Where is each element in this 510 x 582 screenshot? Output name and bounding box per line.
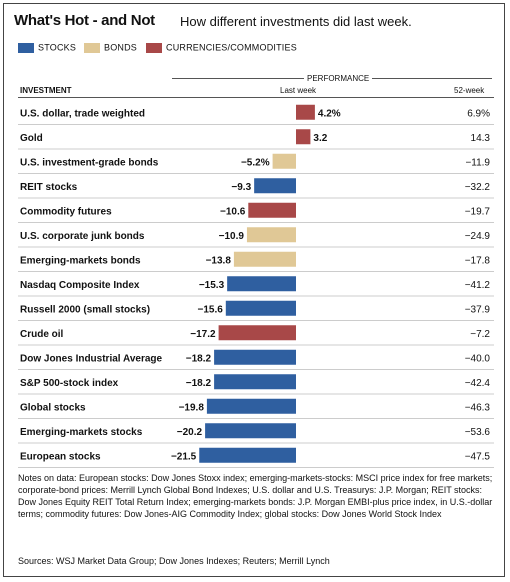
chart-title: What's Hot - and Not	[14, 12, 155, 29]
week52-value: −17.8	[465, 255, 491, 266]
bar	[296, 129, 311, 145]
value-label: −10.9	[219, 231, 245, 242]
week52-value: −46.3	[465, 402, 491, 413]
week52-value: −40.0	[465, 353, 491, 364]
legend-item-stocks: STOCKS	[18, 42, 76, 53]
week52-value: −32.2	[465, 182, 491, 193]
value-label: 3.2	[313, 133, 327, 144]
value-label: −9.3	[231, 182, 251, 193]
legend-item-bonds: BONDS	[84, 42, 137, 53]
category-label: Commodity futures	[20, 206, 112, 217]
value-label: −19.8	[179, 402, 205, 413]
value-label: −18.2	[186, 378, 212, 389]
category-label: European stocks	[20, 451, 101, 462]
category-label: S&P 500-stock index	[20, 378, 119, 389]
value-label: −21.5	[171, 451, 197, 462]
sources: Sources: WSJ Market Data Group; Dow Jone…	[18, 556, 330, 566]
legend-label-bonds: BONDS	[104, 42, 138, 53]
chart-subtitle: How different investments did last week.	[180, 14, 412, 29]
column-header-performance: PERFORMANCE	[304, 74, 373, 83]
bar	[206, 398, 296, 414]
bar	[218, 325, 296, 341]
bar	[254, 178, 296, 194]
bar	[272, 153, 296, 169]
bar	[227, 276, 296, 292]
week52-value: −19.7	[465, 206, 491, 217]
column-header-investment: INVESTMENT	[20, 86, 72, 95]
value-label: −18.2	[186, 353, 212, 364]
week52-value: −24.9	[465, 231, 491, 242]
legend-label-currencies: CURRENCIES/COMMODITIES	[166, 42, 297, 53]
week52-value: 14.3	[471, 133, 491, 144]
value-label: −5.2%	[241, 157, 270, 168]
week52-value: −37.9	[465, 304, 491, 315]
category-label: Emerging-markets stocks	[20, 427, 143, 438]
value-label: 4.2%	[318, 108, 341, 119]
category-label: Crude oil	[20, 329, 64, 340]
bar	[246, 227, 296, 243]
week52-value: −47.5	[465, 451, 491, 462]
bar	[248, 202, 296, 218]
bar-chart: U.S. dollar, trade weighted 4.2% 6.9% Gold 3…	[18, 104, 494, 468]
week52-value: −53.6	[465, 427, 491, 438]
week52-value: 6.9%	[467, 108, 490, 119]
bar	[199, 447, 296, 463]
legend-swatch-currencies	[146, 42, 162, 53]
week52-value: −11.9	[465, 157, 490, 168]
value-label: −20.2	[177, 427, 203, 438]
category-label: Emerging-markets bonds	[20, 255, 141, 266]
bar	[214, 374, 296, 390]
week52-value: −42.4	[465, 378, 491, 389]
category-label: Nasdaq Composite Index	[20, 280, 140, 291]
category-label: U.S. dollar, trade weighted	[20, 108, 145, 119]
bar	[225, 300, 296, 316]
legend-item-currencies: CURRENCIES/COMMODITIES	[146, 42, 297, 53]
category-label: REIT stocks	[20, 182, 78, 193]
value-label: −10.6	[220, 206, 246, 217]
chart-frame: What's Hot - and Not How different inves…	[3, 3, 505, 577]
category-label: Gold	[20, 133, 43, 144]
bar	[296, 104, 315, 120]
week52-value: −41.2	[465, 280, 491, 291]
value-label: −15.3	[199, 280, 225, 291]
legend-swatch-stocks	[18, 42, 34, 53]
category-label: Dow Jones Industrial Average	[20, 353, 163, 364]
notes: Notes on data: European stocks: Dow Jone…	[18, 473, 493, 519]
header-rule	[18, 97, 494, 98]
bar	[233, 251, 296, 267]
category-label: Russell 2000 (small stocks)	[20, 304, 150, 315]
category-label: Global stocks	[20, 402, 86, 413]
value-label: −17.2	[190, 329, 216, 340]
week52-value: −7.2	[470, 329, 490, 340]
value-label: −15.6	[197, 304, 223, 315]
category-label: U.S. investment-grade bonds	[20, 157, 159, 168]
column-header-52-week: 52-week	[454, 86, 485, 95]
column-header-last-week: Last week	[280, 86, 317, 95]
bar	[214, 349, 296, 365]
value-label: −13.8	[206, 255, 232, 266]
bar	[205, 423, 296, 439]
category-label: U.S. corporate junk bonds	[20, 231, 145, 242]
legend-label-stocks: STOCKS	[38, 42, 77, 53]
legend-swatch-bonds	[84, 42, 100, 53]
